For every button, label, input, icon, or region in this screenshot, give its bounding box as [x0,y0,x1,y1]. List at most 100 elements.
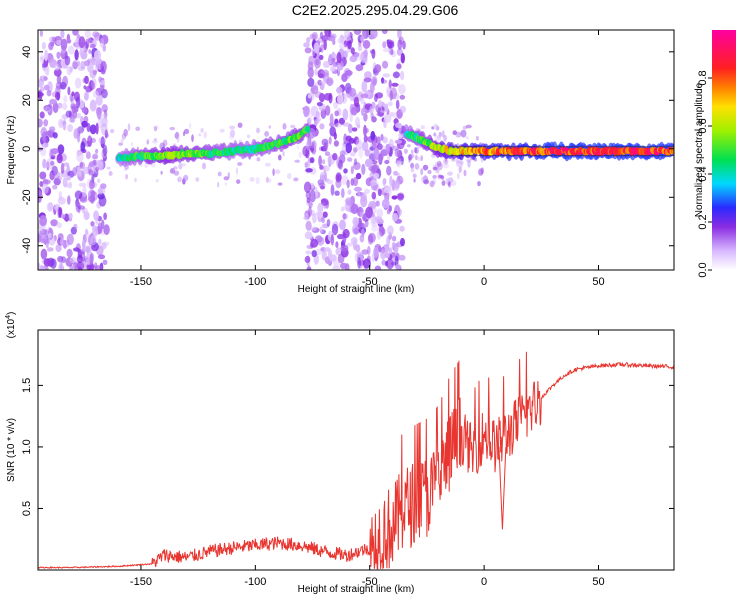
noise-blob [183,174,189,182]
noise-blob [67,195,71,205]
noise-blob [50,161,55,166]
noise-blob [322,211,328,218]
noise-blob [335,241,339,249]
noise-blob [438,131,442,138]
noise-blob [43,119,49,127]
noise-blob [373,246,379,258]
noise-blob [76,112,82,119]
colorbar-tick-label: 0.2 [697,214,709,229]
noise-blob [69,117,76,123]
noise-blob [342,213,347,220]
noise-blob [176,136,180,143]
noise-blob [150,163,156,168]
noise-blob [56,175,63,181]
noise-blob [84,91,89,101]
noise-blob [217,181,220,188]
noise-blob [415,154,418,161]
noise-blob [323,93,332,101]
noise-blob [327,248,332,259]
noise-blob [120,138,124,143]
noise-blob [407,144,411,148]
noise-blob [420,168,424,176]
noise-blob [364,149,371,157]
noise-blob [465,136,469,140]
noise-blob [320,80,327,86]
noise-blob [94,265,103,270]
noise-blob [97,222,103,235]
noise-blob [305,191,311,200]
noise-blob [322,159,326,165]
noise-blob [180,163,187,167]
noise-blob [317,179,325,186]
noise-blob [42,158,47,169]
noise-blob [43,258,52,267]
noise-blob [56,222,62,229]
noise-blob [353,96,359,108]
noise-blob [67,124,74,132]
noise-blob [323,171,327,182]
noise-blob [466,158,472,163]
noise-blob [63,162,70,167]
noise-blob [335,247,343,256]
noise-blob [306,197,311,204]
noise-blob [121,133,127,140]
noise-blob [341,73,348,83]
noise-blob [73,247,80,252]
noise-blob [391,241,396,251]
noise-blob [82,207,86,214]
noise-blob [340,244,349,252]
noise-blob [146,139,150,145]
noise-blob [386,235,391,247]
snr-xtick-label: -100 [244,576,266,588]
noise-blob [77,60,81,67]
noise-blob [246,134,251,139]
noise-blob [74,49,79,61]
noise-blob [84,75,89,85]
noise-blob [437,135,442,139]
noise-blob [436,160,442,167]
noise-blob [78,182,87,187]
noise-blob [363,112,368,122]
noise-region [302,30,407,270]
noise-blob [347,189,352,195]
noise-blob [72,262,78,270]
noise-blob [329,37,336,42]
noise-blob [324,151,331,156]
noise-blob [465,124,472,129]
noise-blob [360,195,368,208]
noise-blob [376,230,381,240]
noise-blob [435,134,440,142]
noise-blob [66,175,71,181]
noise-blob [455,131,462,138]
noise-blob [433,123,439,130]
noise-blob [103,212,107,221]
noise-blob [314,186,318,199]
noise-blob [38,233,42,243]
noise-blob [95,122,99,135]
noise-blob [173,170,180,176]
noise-blob [397,193,404,201]
noise-blob [337,93,344,105]
noise-blob [332,153,338,161]
snr-scale-exponent: 4 [5,315,12,319]
noise-blob [331,223,339,236]
noise-blob [338,159,343,170]
noise-blob [362,39,371,49]
noise-blob [352,216,360,227]
noise-blob [286,173,292,180]
noise-blob [57,144,65,155]
noise-blob [361,228,365,237]
noise-blob [335,174,339,182]
spectrogram-ytick-label: 20 [21,94,33,106]
chart-title: C2E2.2025.295.04.29.G06 [291,2,459,18]
noise-blob [72,61,78,70]
snr-scale-base: (x10 [6,318,17,338]
noise-blob [321,249,327,261]
signal-track [115,123,674,168]
noise-blob [354,186,362,192]
noise-blob [51,36,57,42]
noise-blob [86,38,92,45]
noise-blob [69,264,74,270]
noise-blob [373,148,380,161]
noise-blob [98,76,102,83]
